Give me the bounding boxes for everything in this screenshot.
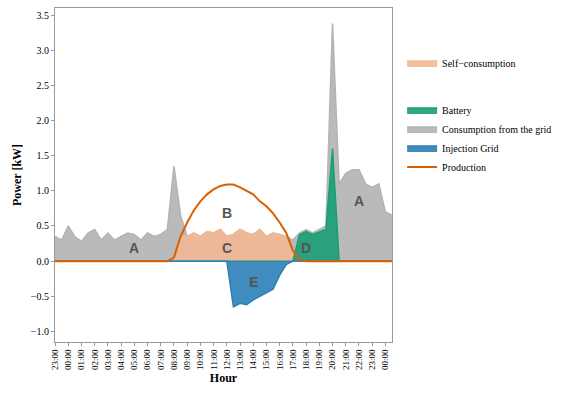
- svg-text:Self−consumption: Self−consumption: [442, 58, 515, 69]
- svg-text:1.5: 1.5: [37, 150, 50, 161]
- svg-text:00:00: 00:00: [380, 349, 390, 370]
- svg-text:01:00: 01:00: [76, 349, 86, 370]
- svg-text:Production: Production: [442, 162, 486, 173]
- svg-text:17:00: 17:00: [288, 349, 298, 370]
- svg-text:11:00: 11:00: [209, 349, 219, 370]
- svg-text:23:00: 23:00: [367, 349, 377, 370]
- svg-text:Consumption from the grid: Consumption from the grid: [442, 124, 551, 135]
- svg-text:18:00: 18:00: [301, 349, 311, 370]
- svg-text:2.5: 2.5: [37, 80, 50, 91]
- svg-text:2.0: 2.0: [37, 115, 50, 126]
- svg-text:Hour: Hour: [210, 371, 238, 385]
- svg-text:16:00: 16:00: [275, 349, 285, 370]
- svg-text:A: A: [354, 193, 364, 209]
- svg-text:3.5: 3.5: [37, 10, 50, 21]
- svg-text:−0.5: −0.5: [31, 291, 49, 302]
- svg-text:19:00: 19:00: [314, 349, 324, 370]
- svg-text:20:00: 20:00: [327, 349, 337, 370]
- svg-text:09:00: 09:00: [182, 349, 192, 370]
- svg-text:Battery: Battery: [442, 105, 471, 116]
- svg-text:14:00: 14:00: [248, 349, 258, 370]
- svg-text:05:00: 05:00: [129, 349, 139, 370]
- svg-text:E: E: [249, 274, 258, 290]
- svg-text:00:00: 00:00: [63, 349, 73, 370]
- svg-text:07:00: 07:00: [156, 349, 166, 370]
- svg-text:02:00: 02:00: [90, 349, 100, 370]
- svg-text:10:00: 10:00: [195, 349, 205, 370]
- svg-text:A: A: [129, 240, 139, 256]
- svg-text:Power [kW]: Power [kW]: [10, 144, 24, 206]
- svg-text:C: C: [222, 240, 232, 256]
- svg-text:B: B: [222, 205, 232, 221]
- svg-text:04:00: 04:00: [116, 349, 126, 370]
- svg-text:0.5: 0.5: [37, 220, 50, 231]
- svg-text:06:00: 06:00: [142, 349, 152, 370]
- svg-text:13:00: 13:00: [235, 349, 245, 370]
- svg-text:Injection Grid: Injection Grid: [442, 143, 498, 154]
- svg-text:12:00: 12:00: [222, 349, 232, 370]
- svg-text:22:00: 22:00: [354, 349, 364, 370]
- svg-text:−1.0: −1.0: [31, 326, 49, 337]
- svg-text:0.0: 0.0: [37, 256, 50, 267]
- svg-text:23:00: 23:00: [50, 349, 60, 370]
- svg-text:D: D: [301, 240, 311, 256]
- svg-text:08:00: 08:00: [169, 349, 179, 370]
- svg-text:3.0: 3.0: [37, 45, 50, 56]
- svg-text:21:00: 21:00: [341, 349, 351, 370]
- svg-text:1.0: 1.0: [37, 185, 50, 196]
- svg-text:15:00: 15:00: [261, 349, 271, 370]
- svg-text:03:00: 03:00: [103, 349, 113, 370]
